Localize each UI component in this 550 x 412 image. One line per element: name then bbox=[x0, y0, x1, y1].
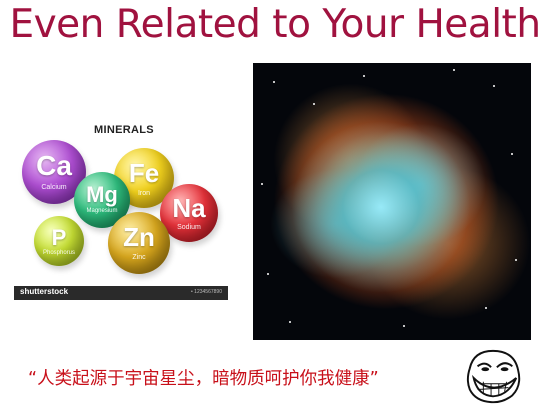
image-id: • 1234567890 bbox=[191, 289, 222, 295]
crab-nebula-image bbox=[253, 63, 531, 340]
watermark-bar: shutterstock • 1234567890 bbox=[14, 286, 228, 300]
element-name: Magnesium bbox=[86, 208, 118, 214]
element-name: Phosphorus bbox=[42, 250, 76, 256]
element-symbol: Zn bbox=[123, 222, 155, 252]
element-name: Zinc bbox=[132, 254, 146, 261]
troll-face-icon bbox=[466, 349, 521, 404]
element-symbol: Ca bbox=[36, 150, 72, 181]
element-symbol: Na bbox=[172, 193, 206, 223]
element-symbol: Fe bbox=[128, 158, 160, 188]
chinese-quote: “人类起源于宇宙星尘，暗物质呵护你我健康” bbox=[28, 369, 379, 389]
element-name: Iron bbox=[137, 190, 151, 197]
slide-title: Even Related to Your Health bbox=[9, 2, 541, 47]
minerals-image: MINERALS Ca Calcium Fe Iron Mg Magnesium… bbox=[14, 112, 228, 300]
element-name: Calcium bbox=[41, 184, 67, 191]
element-symbol: Mg bbox=[86, 182, 118, 207]
element-name: Sodium bbox=[177, 224, 201, 231]
element-symbol: P bbox=[51, 225, 67, 250]
phosphorus-ball: P Phosphorus bbox=[34, 216, 84, 266]
sodium-ball: Na Sodium bbox=[160, 184, 218, 242]
zinc-ball: Zn Zinc bbox=[108, 212, 170, 274]
calcium-ball: Ca Calcium bbox=[22, 140, 86, 204]
brand-logo: shutterstock bbox=[20, 287, 69, 296]
minerals-heading: MINERALS bbox=[94, 124, 154, 136]
